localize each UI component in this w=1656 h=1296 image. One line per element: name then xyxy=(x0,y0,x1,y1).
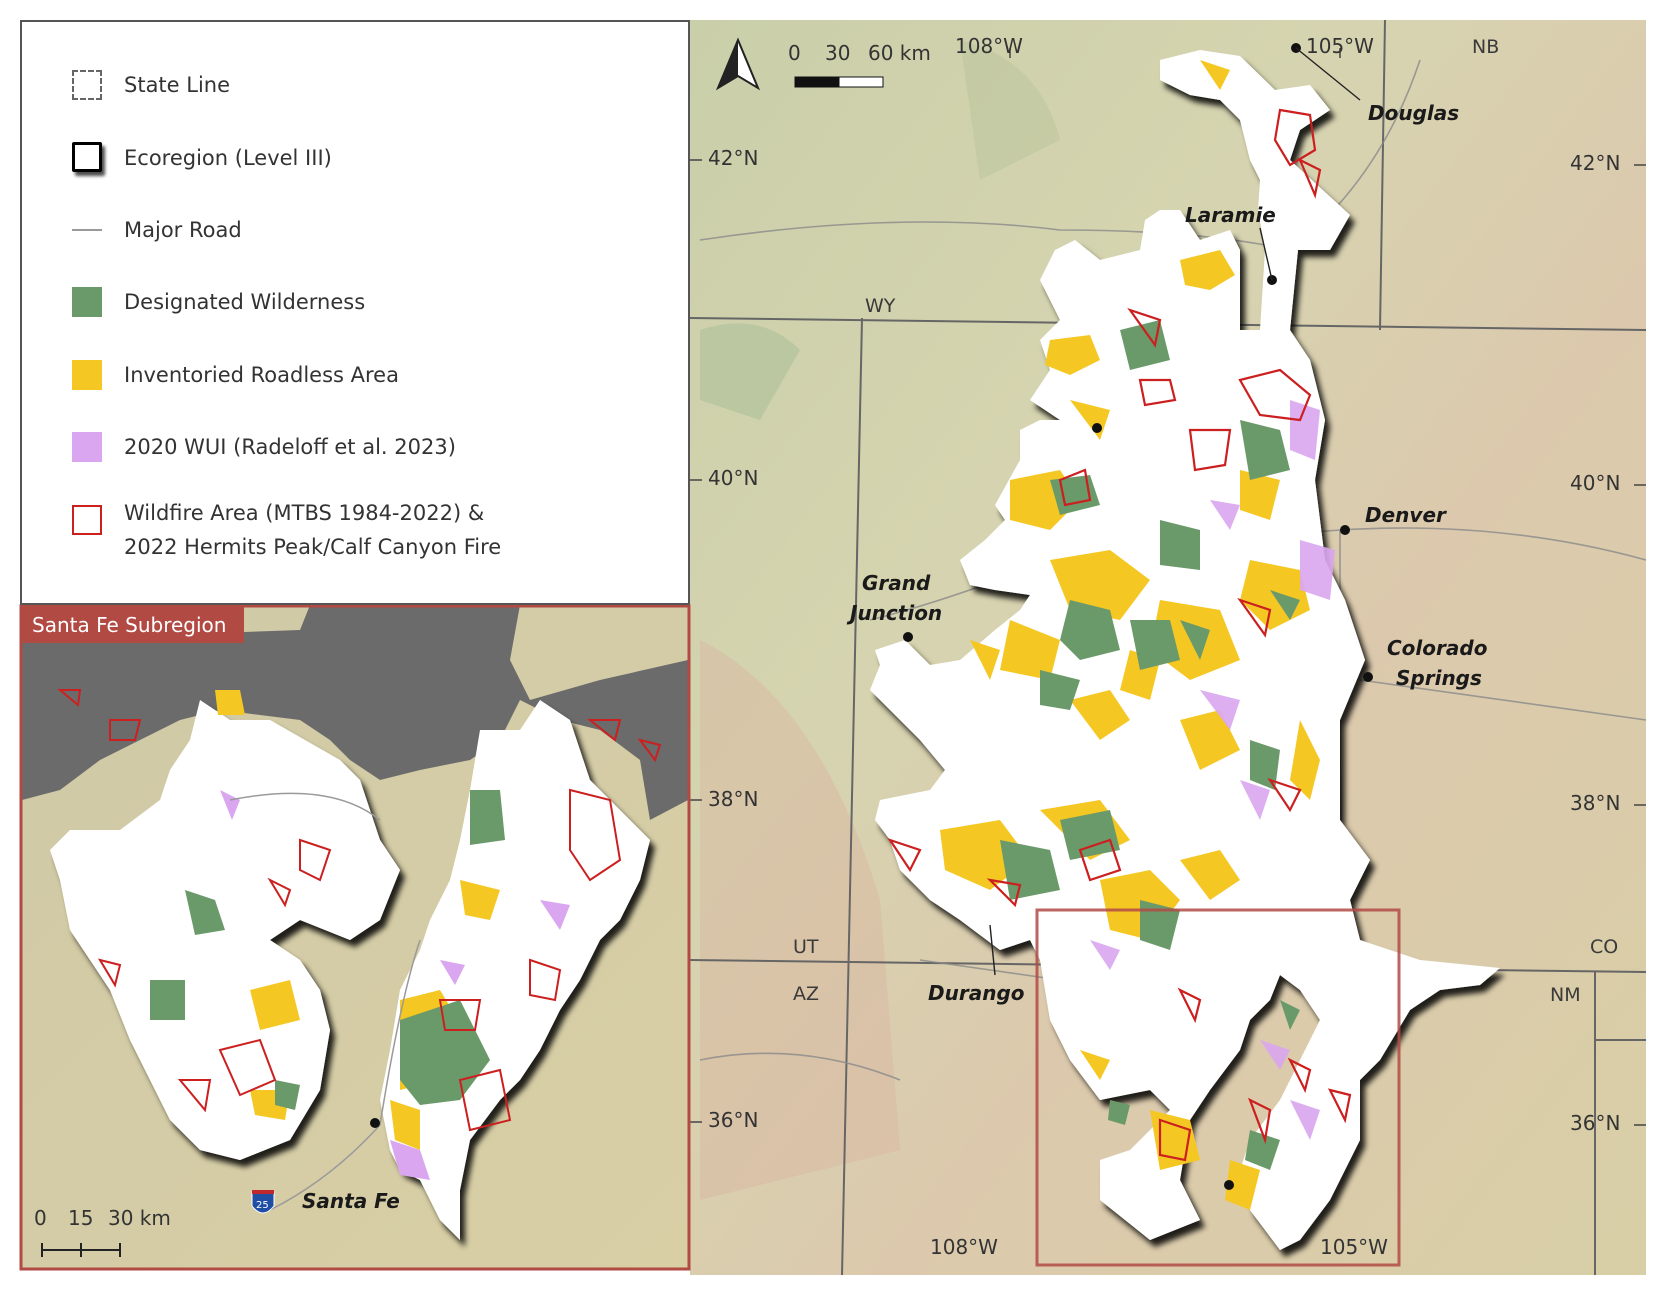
city-label-denver: Denver xyxy=(1365,503,1447,527)
city-label-colorado: Colorado xyxy=(1387,636,1488,660)
city-label-grand: Grand xyxy=(862,571,931,595)
terrain-green2 xyxy=(960,40,1060,180)
main-scale-0: 0 xyxy=(788,41,801,65)
inset-wildfires xyxy=(57,689,662,1132)
main-scale-30: 30 xyxy=(825,41,850,65)
ecoregion-outline-icon xyxy=(72,142,102,172)
lat-40-right: 40°N xyxy=(1570,471,1620,495)
state-label-nb: NB xyxy=(1472,36,1499,58)
green-square-icon xyxy=(72,287,102,317)
santa-fe-marker xyxy=(370,1118,380,1128)
inset-title: Santa Fe Subregion xyxy=(32,613,226,637)
dashed-square-icon xyxy=(72,70,102,100)
legend-label: Ecoregion (Level III) xyxy=(124,146,332,170)
red-outline-square-icon xyxy=(72,505,102,535)
legend-label: 2020 WUI (Radeloff et al. 2023) xyxy=(124,435,456,459)
inset-title-background xyxy=(22,607,244,643)
legend-label: State Line xyxy=(124,73,231,97)
inset-scale-15: 15 xyxy=(68,1206,93,1230)
north-arrow-icon xyxy=(715,37,761,91)
interstate-shield-icon: 25 xyxy=(251,1190,275,1214)
interstate-number: 25 xyxy=(256,1200,269,1211)
legend-label: Inventoried Roadless Area xyxy=(124,363,399,387)
main-scale-bar: 0 30 60 km xyxy=(788,41,931,88)
inset-frame xyxy=(19,604,691,1271)
legend-label: Wildfire Area (MTBS 1984-2022) & xyxy=(124,501,485,525)
lat-36-right: 36°N xyxy=(1570,1111,1620,1135)
state-label-wy: WY xyxy=(865,295,896,317)
inset-scale-30: 30 km xyxy=(108,1206,171,1230)
city-label-junction: Junction xyxy=(846,601,942,625)
legend-label: Designated Wilderness xyxy=(124,290,366,314)
lon-108-bottom: 108°W xyxy=(930,1235,998,1259)
santa-fe-extent-box xyxy=(1035,908,1401,1267)
city-label-douglas: Douglas xyxy=(1368,101,1459,125)
graticule-ticks xyxy=(690,48,1646,1126)
road-line-icon xyxy=(72,229,102,231)
terrain-reddish xyxy=(700,640,900,1200)
lat-38-right: 38°N xyxy=(1570,791,1620,815)
state-label-co: CO xyxy=(1590,936,1618,958)
inset-wui xyxy=(220,790,570,1180)
inset-roads xyxy=(229,792,421,1211)
city-label-durango: Durango xyxy=(928,981,1025,1005)
wui-main xyxy=(1090,400,1335,1140)
wildfires-main xyxy=(887,108,1352,1162)
state-label-az: AZ xyxy=(793,983,819,1005)
lat-36-left: 36°N xyxy=(708,1108,758,1132)
inset-out-of-region-mask xyxy=(22,605,688,820)
lat-42-right: 42°N xyxy=(1570,151,1620,175)
legend: State Line Ecoregion (Level III) Major R… xyxy=(20,20,690,605)
city-label-santa-fe: Santa Fe xyxy=(302,1189,400,1213)
state-label-nm: NM xyxy=(1550,984,1581,1006)
main-scale-60: 60 km xyxy=(868,41,931,65)
terrain-green xyxy=(700,323,800,420)
lon-105-top: 105°W xyxy=(1306,34,1374,58)
legend-label: Major Road xyxy=(124,218,242,242)
lat-40-left: 40°N xyxy=(708,466,758,490)
purple-square-icon xyxy=(72,432,102,462)
inset-scale-0: 0 xyxy=(34,1206,47,1230)
state-label-ut: UT xyxy=(793,936,819,958)
lon-108-top: 108°W xyxy=(955,34,1023,58)
inset-scale-bar: 0 15 30 km xyxy=(34,1206,171,1257)
lat-42-left: 42°N xyxy=(708,146,758,170)
legend-label-line2: 2022 Hermits Peak/Calf Canyon Fire xyxy=(124,535,502,559)
leader-lines xyxy=(989,47,1361,976)
yellow-square-icon xyxy=(72,360,102,390)
city-label-springs: Springs xyxy=(1396,666,1482,690)
lon-105-bottom: 105°W xyxy=(1320,1235,1388,1259)
lat-38-left: 38°N xyxy=(708,787,758,811)
city-label-laramie: Laramie xyxy=(1185,203,1276,227)
